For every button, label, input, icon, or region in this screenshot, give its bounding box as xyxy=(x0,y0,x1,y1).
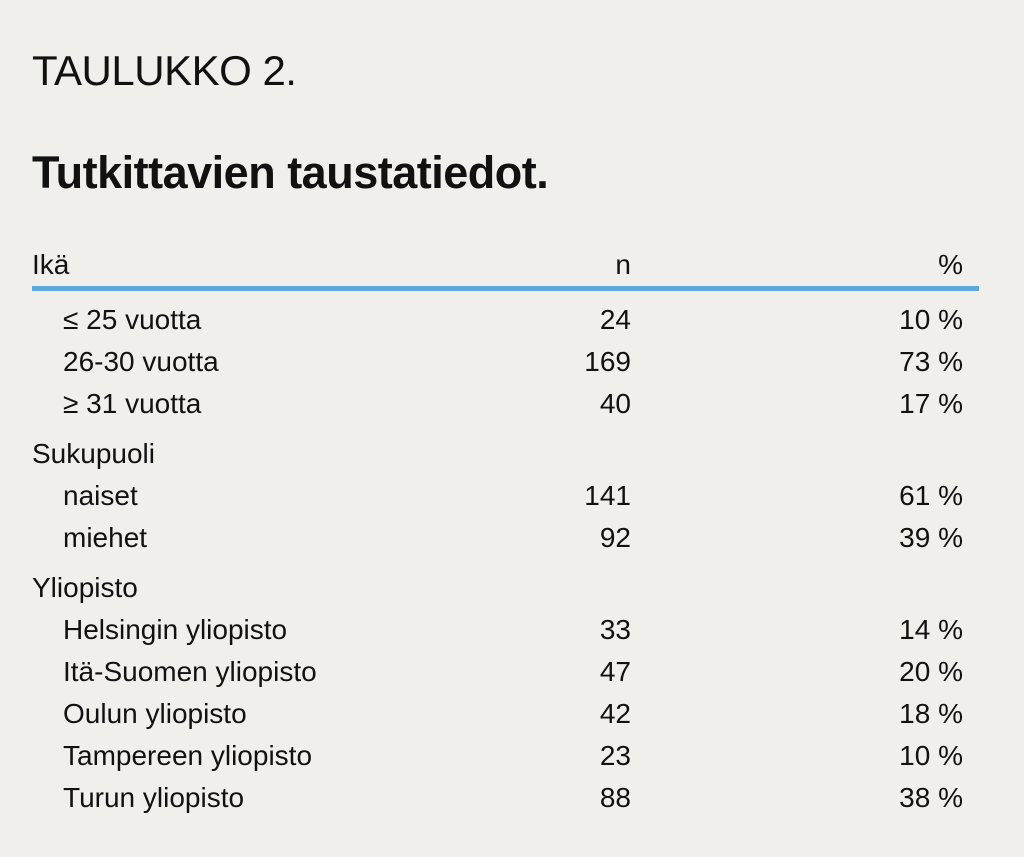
row-percent: 10 % xyxy=(899,304,963,335)
table-row: ≥ 31 vuotta 40 17 % xyxy=(32,383,979,425)
table-row: miehet 92 39 % xyxy=(32,517,979,559)
row-label: miehet xyxy=(63,522,148,553)
row-percent: 14 % xyxy=(899,614,963,645)
row-label: Turun yliopisto xyxy=(63,782,245,813)
row-n: 24 xyxy=(599,304,631,335)
table-row: 26-30 vuotta 169 73 % xyxy=(32,341,979,383)
row-percent: 39 % xyxy=(899,522,963,553)
table-row: Turun yliopisto 88 38 % xyxy=(32,777,979,819)
column-header-n: n xyxy=(615,249,631,280)
table-row: ≤ 25 vuotta 24 10 % xyxy=(32,299,979,341)
row-n: 169 xyxy=(584,346,631,377)
section-heading-row: Yliopisto xyxy=(32,567,979,609)
row-n: 88 xyxy=(599,782,631,813)
table-row: Helsingin yliopisto 33 14 % xyxy=(32,609,979,651)
row-percent: 10 % xyxy=(899,740,963,771)
column-header-percent: % xyxy=(938,249,963,280)
row-n: 92 xyxy=(599,522,631,553)
row-n: 42 xyxy=(599,698,631,729)
column-header-label: Ikä xyxy=(32,249,70,280)
row-label: ≥ 31 vuotta xyxy=(63,388,202,419)
row-label: Itä-Suomen yliopisto xyxy=(63,656,317,687)
row-percent: 20 % xyxy=(899,656,963,687)
row-n: 47 xyxy=(599,656,631,687)
section-heading-row: Sukupuoli xyxy=(32,433,979,475)
row-label: 26-30 vuotta xyxy=(63,346,219,377)
table-row: naiset 141 61 % xyxy=(32,475,979,517)
row-label: ≤ 25 vuotta xyxy=(63,304,202,335)
section-heading-gender: Sukupuoli xyxy=(32,438,155,469)
table-row: Itä-Suomen yliopisto 47 20 % xyxy=(32,651,979,693)
table-title: Tutkittavien taustatiedot. xyxy=(32,147,549,198)
section-heading-university: Yliopisto xyxy=(32,572,138,603)
header-divider xyxy=(32,286,979,291)
row-label: Helsingin yliopisto xyxy=(63,614,288,645)
row-label: Oulun yliopisto xyxy=(63,698,247,729)
row-percent: 18 % xyxy=(899,698,963,729)
row-label: naiset xyxy=(63,480,138,511)
row-percent: 17 % xyxy=(899,388,963,419)
row-n: 23 xyxy=(599,740,631,771)
row-label: Tampereen yliopisto xyxy=(63,740,313,771)
row-n: 40 xyxy=(599,388,631,419)
row-n: 141 xyxy=(584,480,631,511)
table-row: Oulun yliopisto 42 18 % xyxy=(32,693,979,735)
row-percent: 38 % xyxy=(899,782,963,813)
data-table: Ikä n % ≤ 25 vuotta 24 10 % 26-30 vuotta… xyxy=(32,246,979,819)
row-percent: 61 % xyxy=(899,480,963,511)
table-number: TAULUKKO 2. xyxy=(32,47,297,94)
table-header-row: Ikä n % xyxy=(32,246,979,286)
row-n: 33 xyxy=(599,614,631,645)
row-percent: 73 % xyxy=(899,346,963,377)
table-row: Tampereen yliopisto 23 10 % xyxy=(32,735,979,777)
